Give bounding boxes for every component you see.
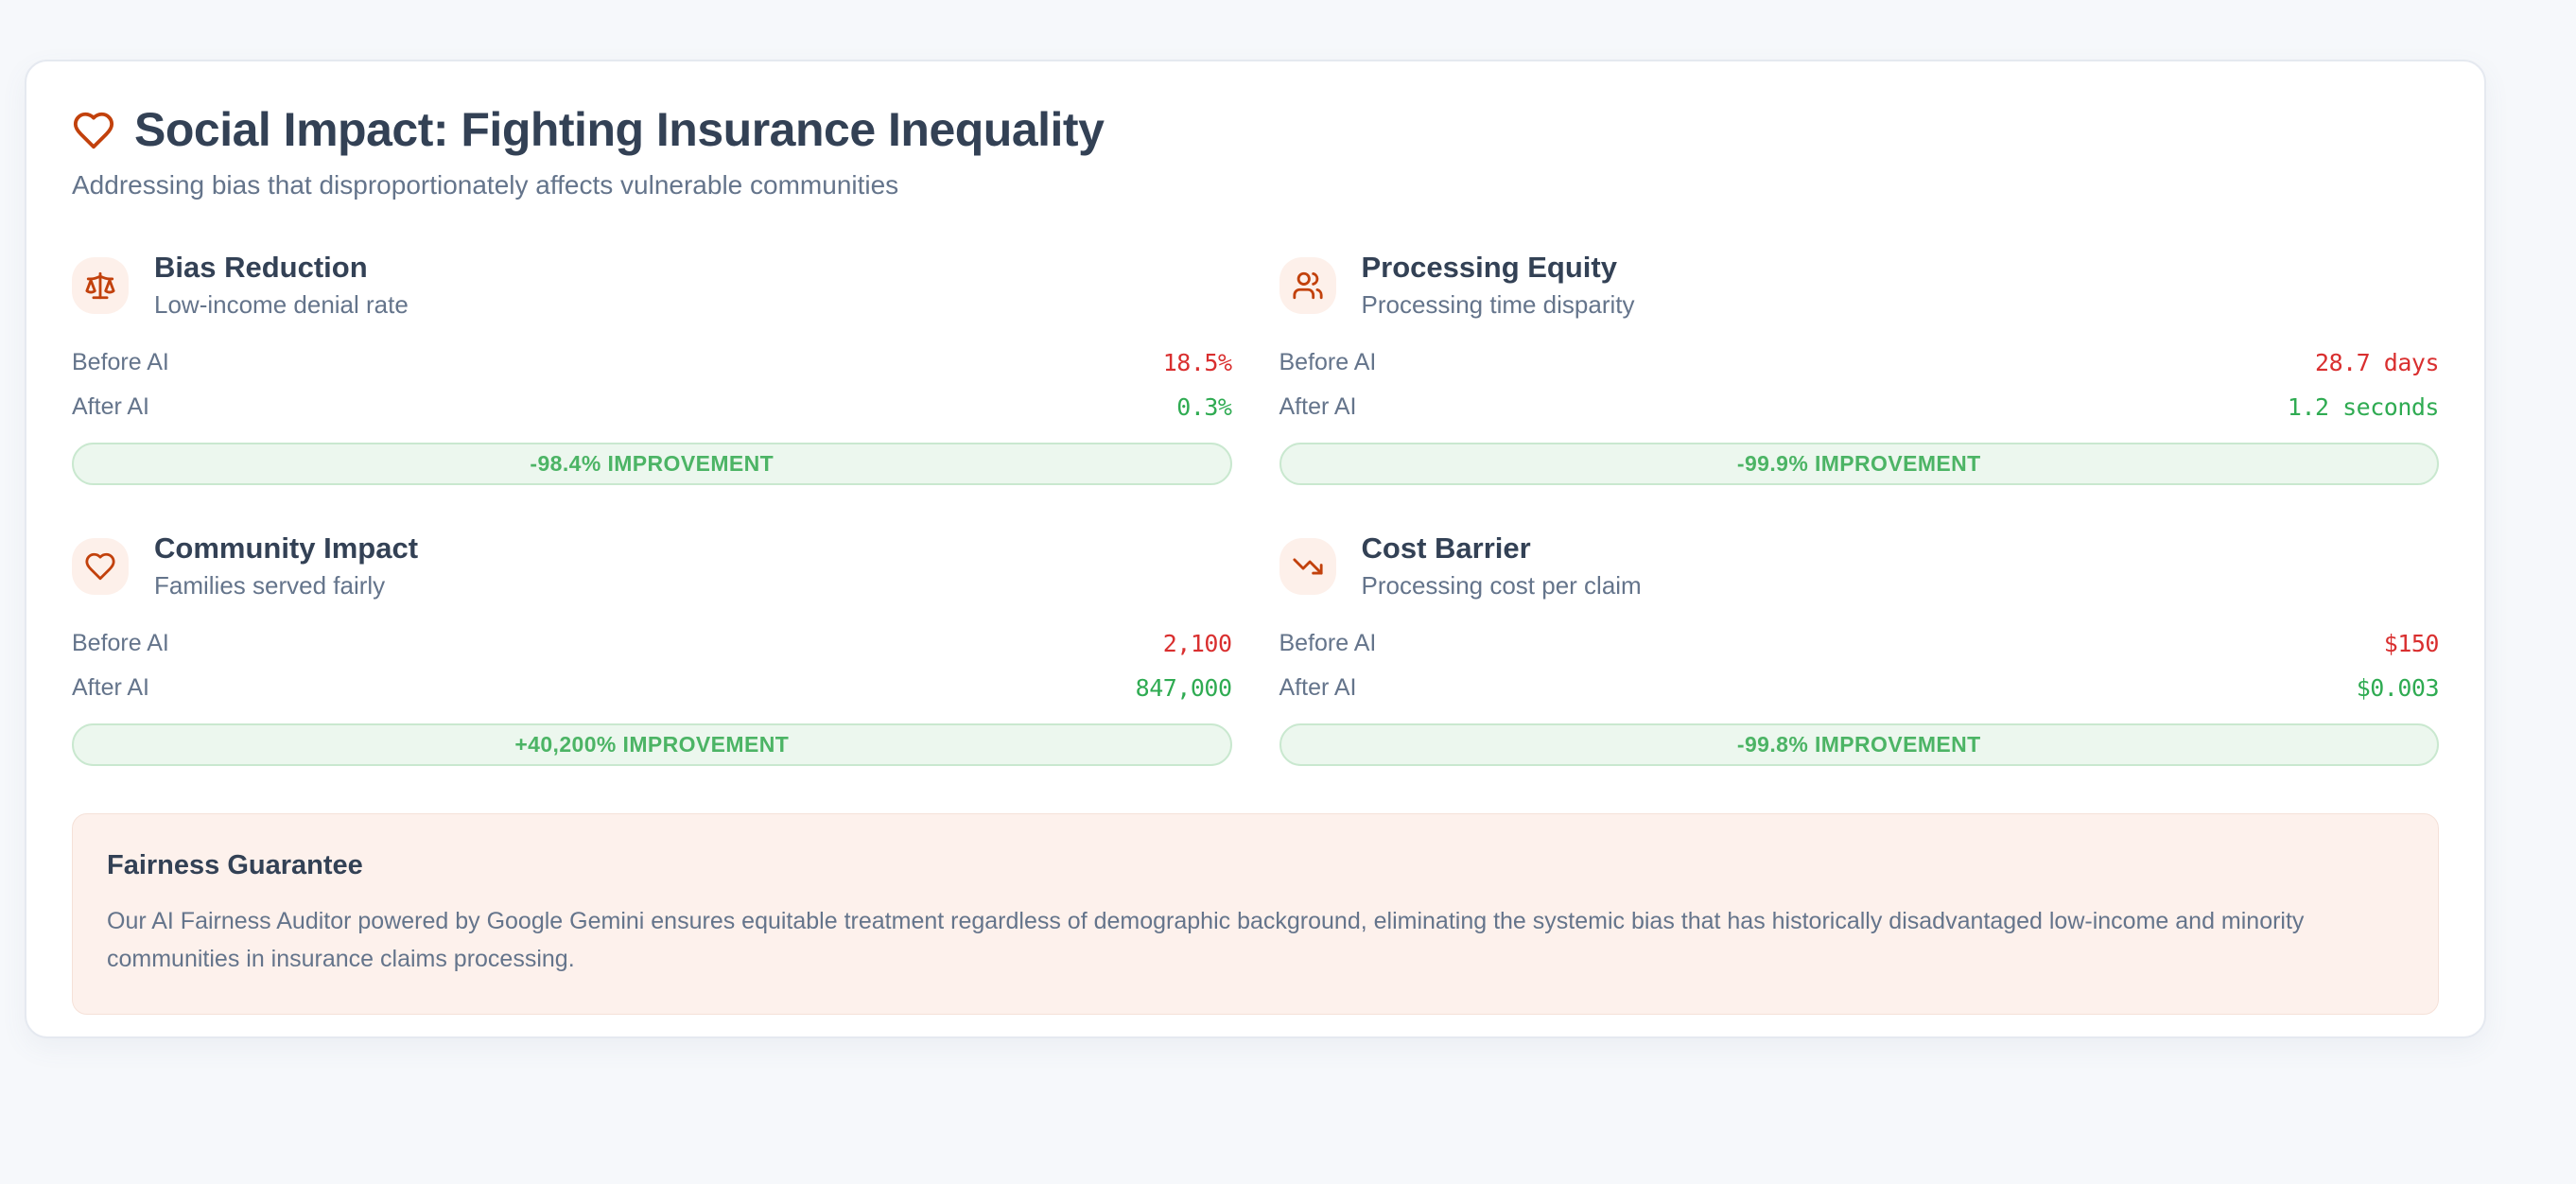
- after-ai-value: 847,000: [1135, 673, 1232, 702]
- before-ai-label: Before AI: [1279, 629, 1377, 656]
- metric-title: Community Impact: [154, 531, 419, 565]
- after-ai-label: After AI: [72, 673, 149, 701]
- metric-title: Bias Reduction: [154, 250, 368, 284]
- users-icon: [1292, 271, 1323, 299]
- metric-subtitle: Processing cost per claim: [1361, 570, 1642, 600]
- improvement-badge: -98.4% IMPROVEMENT: [72, 442, 1232, 485]
- metric-subtitle: Low-income denial rate: [154, 289, 409, 319]
- after-ai-row: After AI 1.2 seconds: [1279, 385, 2440, 429]
- after-ai-label: After AI: [1279, 392, 1357, 420]
- fairness-title: Fairness Guarantee: [107, 849, 363, 880]
- trending-down-icon: [1292, 558, 1323, 575]
- before-ai-row: Before AI 2,100: [72, 621, 1232, 666]
- social-impact-card: Social Impact: Fighting Insurance Inequa…: [25, 60, 2486, 1038]
- card-header: Social Impact: Fighting Insurance Inequa…: [72, 103, 2439, 158]
- before-ai-value: 28.7 days: [2315, 348, 2439, 376]
- before-ai-label: Before AI: [72, 629, 169, 656]
- metric-icon-box: [1279, 256, 1336, 314]
- metric-title: Cost Barrier: [1361, 531, 1531, 565]
- before-ai-value: 2,100: [1162, 629, 1232, 657]
- after-ai-value: 1.2 seconds: [2287, 392, 2440, 421]
- metric-cost-barrier: Cost Barrier Processing cost per claim B…: [1279, 531, 2440, 766]
- after-ai-row: After AI $0.003: [1279, 666, 2440, 710]
- before-ai-value: 18.5%: [1162, 348, 1232, 376]
- after-ai-row: After AI 847,000: [72, 666, 1232, 710]
- before-ai-label: Before AI: [72, 348, 169, 375]
- heart-icon: [85, 552, 115, 580]
- metric-header: Processing Equity Processing time dispar…: [1279, 250, 2440, 320]
- before-ai-row: Before AI 28.7 days: [1279, 340, 2440, 385]
- heart-icon: [73, 112, 114, 148]
- metric-icon-box: [1279, 537, 1336, 595]
- fairness-guarantee-box: Fairness Guarantee Our AI Fairness Audit…: [72, 812, 2439, 1015]
- before-ai-row: Before AI $150: [1279, 621, 2440, 666]
- metric-subtitle: Families served fairly: [154, 570, 386, 600]
- improvement-badge: +40,200% IMPROVEMENT: [72, 723, 1232, 766]
- after-ai-label: After AI: [1279, 673, 1357, 701]
- metric-title: Processing Equity: [1361, 250, 1617, 284]
- metric-header: Community Impact Families served fairly: [72, 531, 1232, 601]
- scale-icon: [85, 271, 115, 299]
- fairness-body: Our AI Fairness Auditor powered by Googl…: [107, 907, 2305, 972]
- metric-processing-equity: Processing Equity Processing time dispar…: [1279, 250, 2440, 485]
- improvement-badge: -99.9% IMPROVEMENT: [1279, 442, 2439, 485]
- after-ai-value: 0.3%: [1176, 392, 1232, 421]
- metric-community-impact: Community Impact Families served fairly …: [72, 531, 1232, 766]
- after-ai-label: After AI: [72, 392, 149, 420]
- before-ai-value: $150: [2383, 629, 2440, 657]
- page-title: Social Impact: Fighting Insurance Inequa…: [134, 103, 1105, 156]
- metric-header: Bias Reduction Low-income denial rate: [72, 250, 1232, 320]
- metric-icon-box: [72, 537, 129, 595]
- after-ai-row: After AI 0.3%: [72, 385, 1232, 429]
- before-ai-row: Before AI 18.5%: [72, 340, 1232, 385]
- metric-bias-reduction: Bias Reduction Low-income denial rate Be…: [72, 250, 1232, 485]
- metric-subtitle: Processing time disparity: [1361, 289, 1635, 319]
- improvement-badge: -99.8% IMPROVEMENT: [1279, 723, 2439, 766]
- page-subtitle: Addressing bias that disproportionately …: [72, 169, 899, 200]
- metrics-grid: Bias Reduction Low-income denial rate Be…: [72, 250, 2440, 766]
- before-ai-label: Before AI: [1279, 348, 1377, 375]
- metric-header: Cost Barrier Processing cost per claim: [1279, 531, 2440, 601]
- metric-icon-box: [72, 256, 129, 314]
- after-ai-value: $0.003: [2356, 673, 2440, 702]
